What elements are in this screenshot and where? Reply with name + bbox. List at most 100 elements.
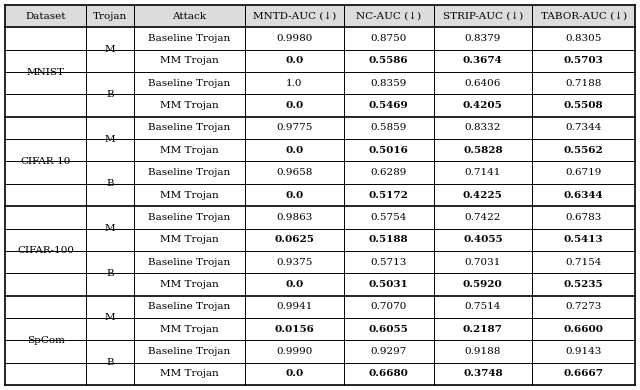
Text: 0.4225: 0.4225: [463, 190, 503, 200]
Text: 0.7273: 0.7273: [565, 302, 602, 311]
Text: 0.5713: 0.5713: [371, 257, 407, 266]
Text: Baseline Trojan: Baseline Trojan: [148, 302, 230, 311]
Text: 0.6344: 0.6344: [564, 190, 604, 200]
Text: M: M: [105, 135, 115, 144]
Text: M: M: [105, 224, 115, 233]
Text: MNIST: MNIST: [27, 67, 65, 76]
Text: 0.9375: 0.9375: [276, 257, 312, 266]
Text: 0.0: 0.0: [285, 57, 303, 66]
Text: 0.6719: 0.6719: [565, 168, 602, 177]
Text: MM Trojan: MM Trojan: [160, 369, 219, 378]
Text: MM Trojan: MM Trojan: [160, 146, 219, 155]
Text: 0.8305: 0.8305: [565, 34, 602, 43]
Text: MM Trojan: MM Trojan: [160, 324, 219, 333]
Text: CIFAR-10: CIFAR-10: [20, 157, 71, 166]
Text: 0.0: 0.0: [285, 146, 303, 155]
Text: 0.3748: 0.3748: [463, 369, 502, 378]
Text: 0.2187: 0.2187: [463, 324, 503, 333]
Text: 0.9297: 0.9297: [371, 347, 407, 356]
Text: 0.5235: 0.5235: [564, 280, 604, 289]
Text: 0.9143: 0.9143: [565, 347, 602, 356]
Text: 0.5469: 0.5469: [369, 101, 408, 110]
Text: 0.0: 0.0: [285, 190, 303, 200]
Text: 0.6289: 0.6289: [371, 168, 407, 177]
Text: B: B: [106, 90, 114, 99]
Text: 0.5828: 0.5828: [463, 146, 502, 155]
Text: MNTD-AUC (↓): MNTD-AUC (↓): [253, 12, 336, 21]
Text: 0.5413: 0.5413: [564, 235, 604, 244]
Text: 0.8379: 0.8379: [465, 34, 501, 43]
Text: 0.4055: 0.4055: [463, 235, 502, 244]
Text: MM Trojan: MM Trojan: [160, 101, 219, 110]
Text: 0.0156: 0.0156: [275, 324, 314, 333]
Text: 0.5016: 0.5016: [369, 146, 408, 155]
Text: 0.6406: 0.6406: [465, 79, 501, 88]
Text: 0.9990: 0.9990: [276, 347, 312, 356]
Text: 0.0: 0.0: [285, 101, 303, 110]
Text: 0.7154: 0.7154: [565, 257, 602, 266]
Text: 0.5754: 0.5754: [371, 213, 407, 222]
Text: 0.7188: 0.7188: [565, 79, 602, 88]
Text: 0.0: 0.0: [285, 280, 303, 289]
Text: 0.5586: 0.5586: [369, 57, 408, 66]
Text: 0.9658: 0.9658: [276, 168, 312, 177]
Text: 0.6667: 0.6667: [564, 369, 604, 378]
Text: 0.6055: 0.6055: [369, 324, 408, 333]
Text: B: B: [106, 269, 114, 278]
Text: 1.0: 1.0: [286, 79, 303, 88]
Text: 0.7422: 0.7422: [465, 213, 501, 222]
Text: MM Trojan: MM Trojan: [160, 190, 219, 200]
Text: 0.5508: 0.5508: [564, 101, 604, 110]
Text: 0.6600: 0.6600: [564, 324, 604, 333]
Text: MM Trojan: MM Trojan: [160, 280, 219, 289]
Text: 0.9188: 0.9188: [465, 347, 501, 356]
Text: 0.0625: 0.0625: [275, 235, 314, 244]
Text: 0.5859: 0.5859: [371, 124, 407, 133]
Text: CIFAR-100: CIFAR-100: [17, 246, 74, 255]
Text: TABOR-AUC (↓): TABOR-AUC (↓): [541, 12, 627, 21]
Text: Baseline Trojan: Baseline Trojan: [148, 168, 230, 177]
Text: 0.7070: 0.7070: [371, 302, 407, 311]
Text: Baseline Trojan: Baseline Trojan: [148, 347, 230, 356]
Text: Trojan: Trojan: [93, 12, 127, 21]
Text: 0.5031: 0.5031: [369, 280, 408, 289]
Text: 0.8332: 0.8332: [465, 124, 501, 133]
Text: 0.0: 0.0: [285, 369, 303, 378]
Text: Baseline Trojan: Baseline Trojan: [148, 124, 230, 133]
Text: 0.5562: 0.5562: [564, 146, 604, 155]
Text: Attack: Attack: [172, 12, 206, 21]
Text: MM Trojan: MM Trojan: [160, 57, 219, 66]
Text: Baseline Trojan: Baseline Trojan: [148, 213, 230, 222]
Text: MM Trojan: MM Trojan: [160, 235, 219, 244]
Text: M: M: [105, 314, 115, 323]
Text: 0.5920: 0.5920: [463, 280, 503, 289]
Text: 0.8359: 0.8359: [371, 79, 407, 88]
Text: SpCom: SpCom: [27, 336, 65, 345]
Text: Baseline Trojan: Baseline Trojan: [148, 34, 230, 43]
Text: 0.4205: 0.4205: [463, 101, 503, 110]
Text: Baseline Trojan: Baseline Trojan: [148, 257, 230, 266]
Text: 0.9941: 0.9941: [276, 302, 312, 311]
Text: 0.9775: 0.9775: [276, 124, 312, 133]
Text: B: B: [106, 358, 114, 367]
Text: 0.9863: 0.9863: [276, 213, 312, 222]
Text: Baseline Trojan: Baseline Trojan: [148, 79, 230, 88]
Text: 0.9980: 0.9980: [276, 34, 312, 43]
Text: 0.5172: 0.5172: [369, 190, 408, 200]
Text: 0.7344: 0.7344: [565, 124, 602, 133]
Text: 0.3674: 0.3674: [463, 57, 503, 66]
Text: 0.5188: 0.5188: [369, 235, 408, 244]
Text: M: M: [105, 45, 115, 54]
Bar: [5, 5, 635, 27]
Text: Dataset: Dataset: [26, 12, 66, 21]
Text: B: B: [106, 179, 114, 188]
Text: 0.7141: 0.7141: [465, 168, 501, 177]
Text: 0.6680: 0.6680: [369, 369, 408, 378]
Text: 0.6783: 0.6783: [565, 213, 602, 222]
Text: NC-AUC (↓): NC-AUC (↓): [356, 12, 421, 21]
Text: 0.7514: 0.7514: [465, 302, 501, 311]
Text: 0.5703: 0.5703: [564, 57, 604, 66]
Text: 0.8750: 0.8750: [371, 34, 407, 43]
Text: 0.7031: 0.7031: [465, 257, 501, 266]
Text: STRIP-AUC (↓): STRIP-AUC (↓): [443, 12, 523, 21]
